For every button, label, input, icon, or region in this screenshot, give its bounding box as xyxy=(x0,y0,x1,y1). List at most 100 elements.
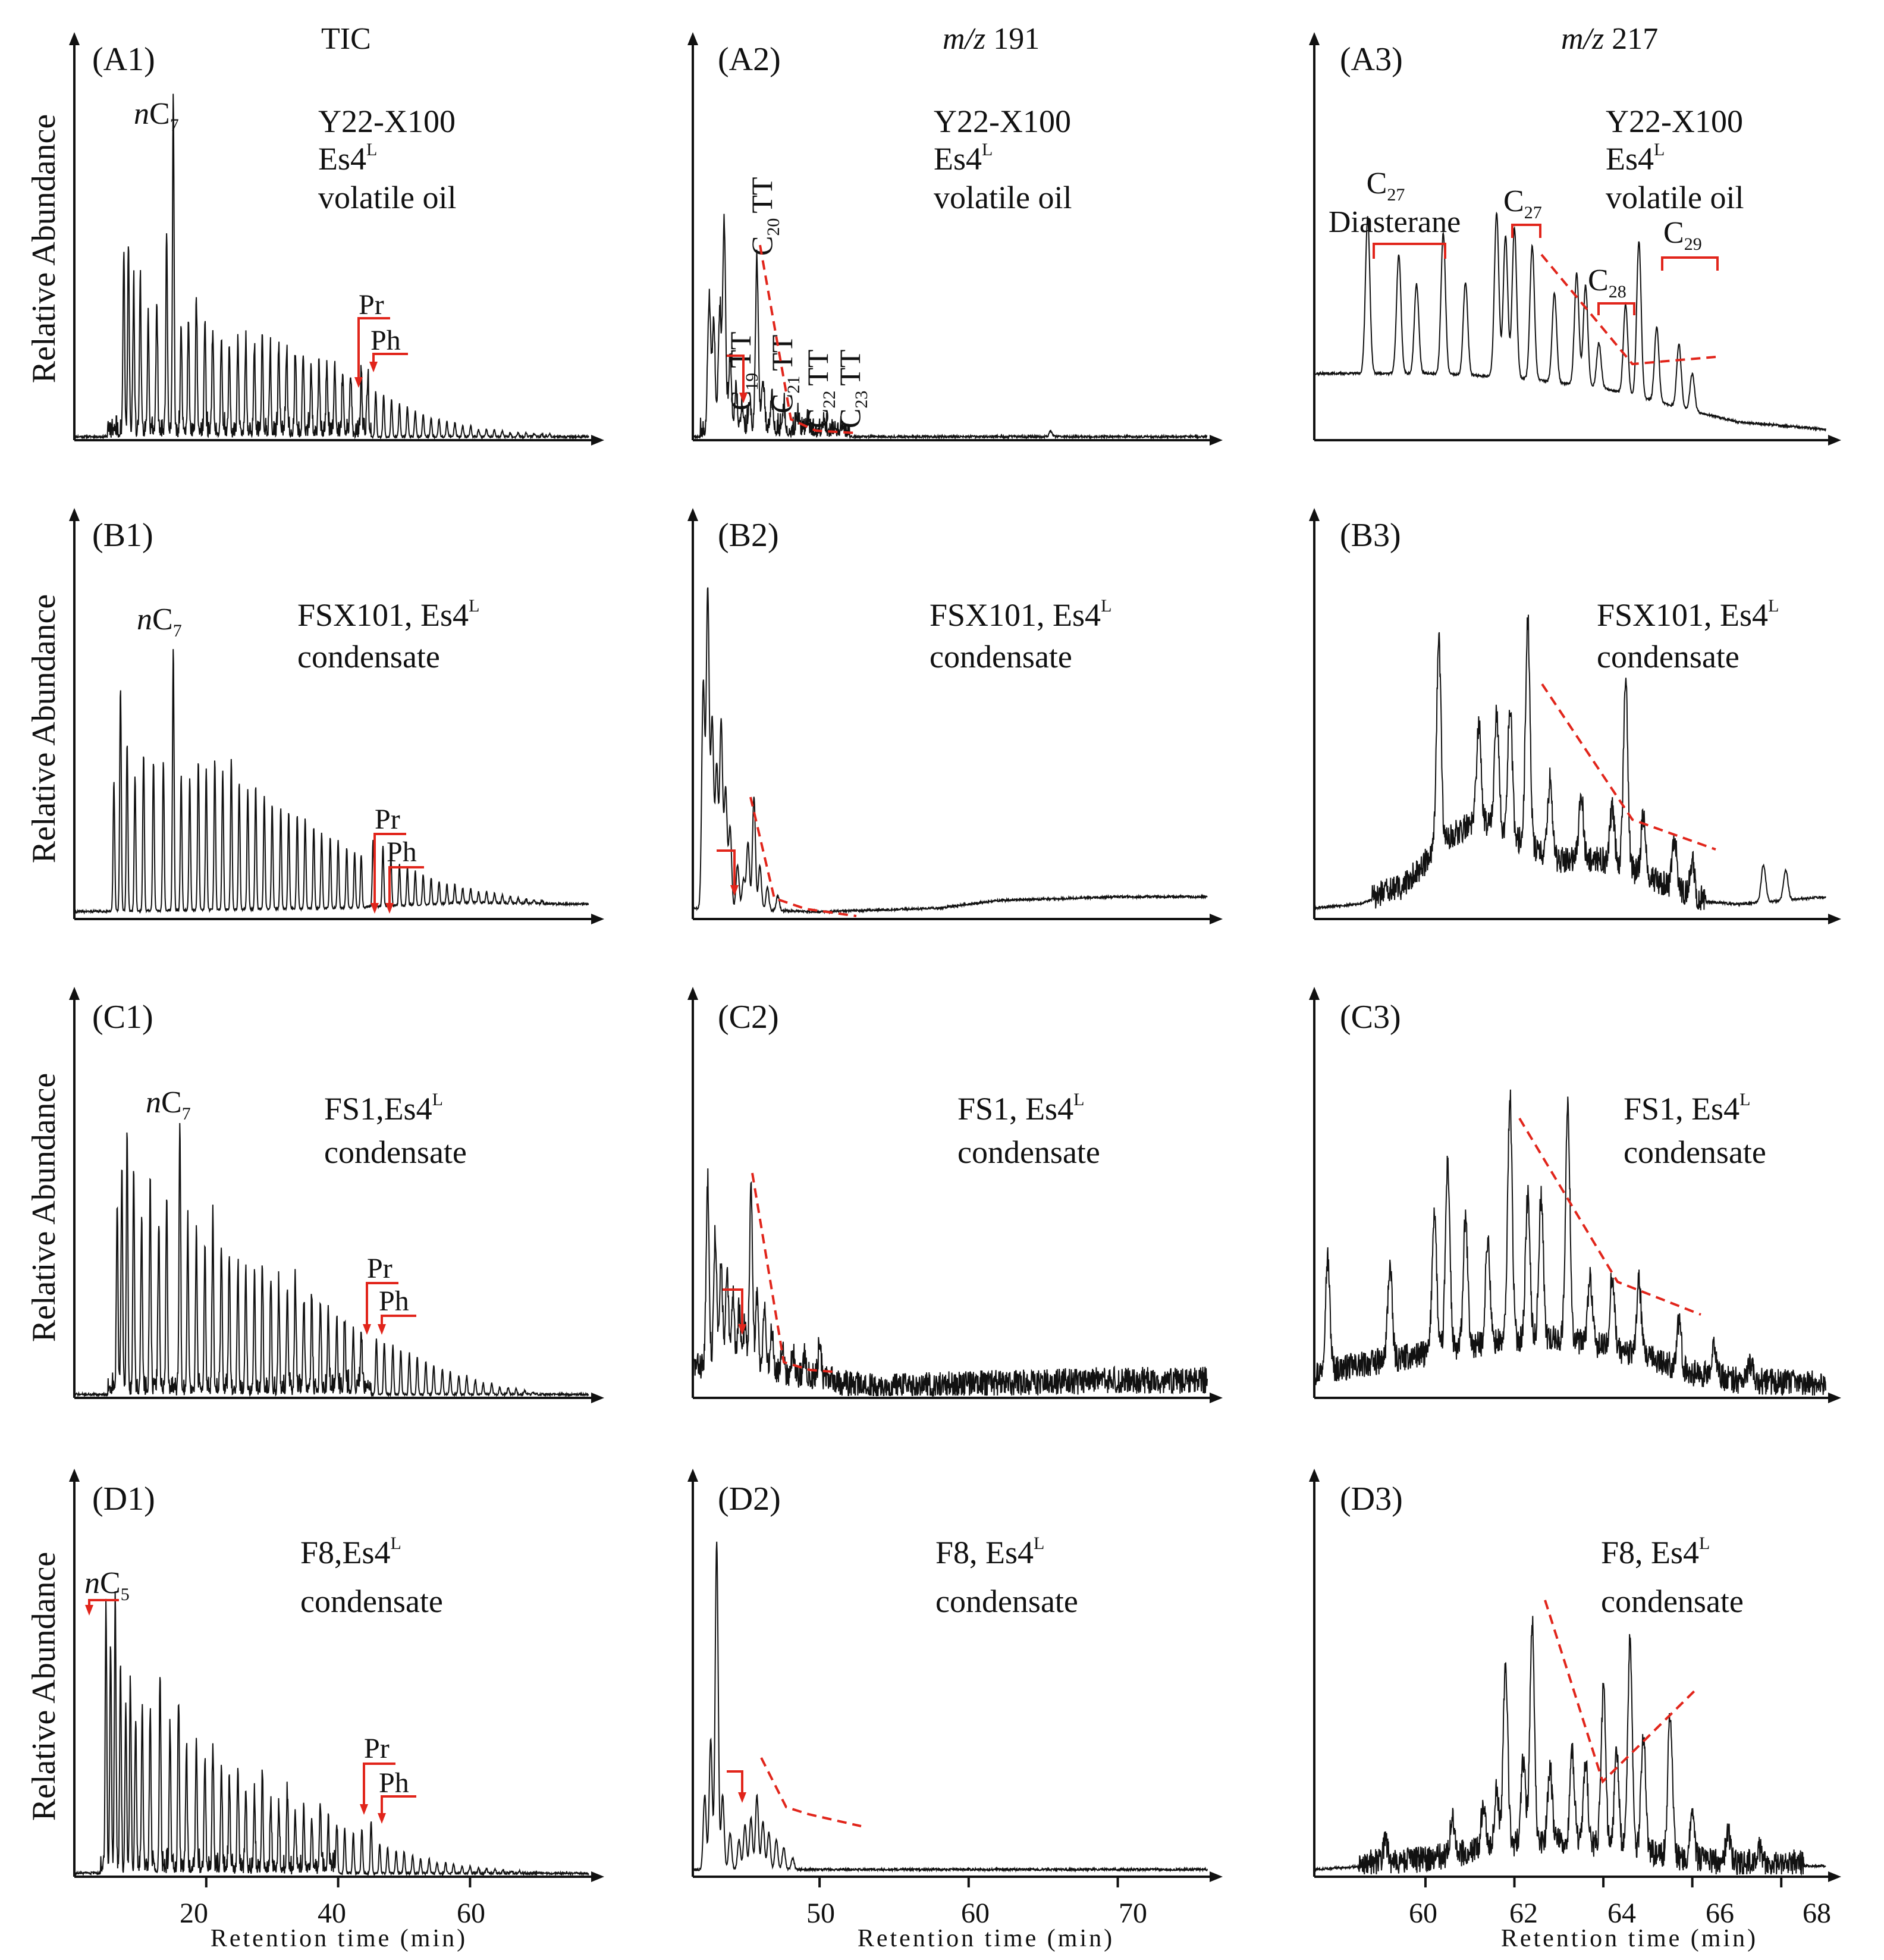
y-axis-arrow-b3 xyxy=(1309,508,1320,521)
sample-name: Y22-X100 xyxy=(934,104,1071,139)
panel-label-b3: (B3) xyxy=(1340,517,1401,554)
oil-type: volatile oil xyxy=(318,180,456,215)
ph-arrowhead-d1 xyxy=(378,1813,386,1824)
sterane-trend-d3 xyxy=(1544,1600,1696,1784)
tt-marker-c2 xyxy=(723,1288,743,1325)
trace-c1 xyxy=(74,1122,589,1398)
sample-name: FSX101, Es4L xyxy=(1597,596,1779,633)
ph-marker-b1 xyxy=(388,866,424,904)
tt-arrowhead-b2 xyxy=(730,885,739,896)
ylabel-row-c: Relative Abundance xyxy=(26,1073,62,1343)
oil-type: condensate xyxy=(297,639,440,675)
sample-annotation-c1: FS1,Es4L condensate xyxy=(324,1090,467,1170)
peak-label-ph-b1: Ph xyxy=(387,836,417,868)
trace-a1 xyxy=(74,93,589,440)
tt-trend-d2 xyxy=(760,1757,862,1827)
xlabel-col2: Retention time (min) xyxy=(858,1925,1114,1952)
tt-trend-c2 xyxy=(751,1172,833,1373)
ylabel-row-a: Relative Abundance xyxy=(26,114,62,384)
panel-label-c2: (C2) xyxy=(718,999,779,1036)
sample-name: F8, Es4L xyxy=(1601,1533,1710,1570)
bracket-c28 xyxy=(1597,302,1635,315)
label-diasterane: Diasterane xyxy=(1329,205,1461,239)
tt-trend-b2 xyxy=(749,796,857,917)
nc5-arrowhead xyxy=(85,1605,93,1616)
tick-label-col2-50: 50 xyxy=(806,1898,835,1929)
trace-d1 xyxy=(74,1591,589,1877)
trace-b1 xyxy=(74,649,589,915)
peak-label-c23tt: C23TT xyxy=(833,350,871,428)
label-c28-sterane: C28 xyxy=(1588,264,1626,302)
tick-label-col3-64: 64 xyxy=(1607,1898,1636,1929)
peak-label-ph-d1: Ph xyxy=(379,1767,409,1799)
peak-label-pr-c1: Pr xyxy=(367,1253,392,1284)
y-axis-arrow-a2 xyxy=(687,32,698,45)
peak-label-pr-a1: Pr xyxy=(359,289,384,321)
peak-label-nc7-b1: nC7 xyxy=(137,603,182,641)
sample-annotation-b1: FSX101, Es4L condensate xyxy=(297,596,479,675)
xlabel-col3: Retention time (min) xyxy=(1501,1925,1758,1952)
sample-name: F8, Es4L xyxy=(935,1533,1044,1570)
panel-label-d1: (D1) xyxy=(92,1481,155,1517)
panel-label-b2: (B2) xyxy=(718,517,779,554)
tick-label-col3-66: 66 xyxy=(1706,1898,1734,1929)
trace-b2 xyxy=(692,587,1208,915)
ylabel-row-d: Relative Abundance xyxy=(26,1552,62,1821)
sample-annotation-c3: FS1, Es4L condensate xyxy=(1624,1090,1766,1170)
bracket-c29 xyxy=(1661,256,1719,271)
sample-annotation-c2: FS1, Es4L condensate xyxy=(957,1090,1100,1170)
sample-name: F8,Es4L xyxy=(300,1533,401,1570)
oil-type: volatile oil xyxy=(1606,180,1744,215)
sample-annotation-a3: Y22-X100 Es4L volatile oil xyxy=(1606,104,1744,215)
tick-label-col2-60: 60 xyxy=(961,1898,990,1929)
y-axis-arrow-a3 xyxy=(1309,32,1320,45)
ph-marker-d1 xyxy=(381,1795,416,1814)
oil-type: condensate xyxy=(957,1134,1100,1170)
panel-label-d3: (D3) xyxy=(1340,1481,1403,1517)
pr-arrowhead-d1 xyxy=(360,1804,368,1815)
label-c27-diasterane: C27 xyxy=(1367,167,1405,205)
tt-arrowhead-a2 xyxy=(739,393,748,403)
sample-annotation-b2: FSX101, Es4L condensate xyxy=(930,596,1111,675)
y-axis-arrow-b1 xyxy=(69,508,80,521)
sample-name: FSX101, Es4L xyxy=(297,596,479,633)
label-c27-sterane: C27 xyxy=(1503,184,1542,222)
tick-label-col1-20: 20 xyxy=(180,1898,208,1929)
oil-type: condensate xyxy=(324,1134,467,1170)
ph-marker-c1 xyxy=(381,1315,416,1325)
peak-label-nc7-a1: nC7 xyxy=(134,97,179,135)
tick-label-col2-70: 70 xyxy=(1119,1898,1147,1929)
tick-label-col1-40: 40 xyxy=(318,1898,346,1929)
panel-label-b1: (B1) xyxy=(92,517,153,554)
peak-label-ph-c1: Ph xyxy=(379,1285,409,1317)
trace-a3 xyxy=(1314,211,1826,432)
sample-annotation-a1: Y22-X100 Es4L volatile oil xyxy=(318,104,456,215)
trace-d2 xyxy=(692,1541,1208,1873)
peak-label-c21tt: C21TT xyxy=(765,335,803,413)
x-axis-arrow-a1 xyxy=(591,435,604,446)
ph-arrowhead-a1 xyxy=(369,362,378,372)
pr-arrowhead-c1 xyxy=(363,1324,371,1335)
y-axis-arrow-c3 xyxy=(1309,987,1320,1000)
y-axis-arrow-b2 xyxy=(687,508,698,521)
sample-name: FSX101, Es4L xyxy=(930,596,1111,633)
peak-label-pr-d1: Pr xyxy=(364,1733,390,1764)
peak-label-pr-b1: Pr xyxy=(375,804,400,835)
ph-arrowhead-b1 xyxy=(385,903,394,914)
panel-label-c3: (C3) xyxy=(1340,999,1401,1036)
y-axis-arrow-c2 xyxy=(687,987,698,1000)
oil-type: condensate xyxy=(935,1583,1078,1619)
tt-marker-b2 xyxy=(717,849,736,886)
x-axis-arrow-b3 xyxy=(1828,914,1841,924)
y-axis-arrow-d2 xyxy=(687,1469,698,1482)
sample-annotation-d2: F8, Es4L condensate xyxy=(935,1533,1078,1619)
peak-label-nc5: nC5 xyxy=(84,1566,130,1604)
y-axis-arrow-a1 xyxy=(69,32,80,45)
oil-type: condensate xyxy=(300,1583,443,1619)
panel-label-a1: (A1) xyxy=(92,41,155,78)
panel-axes xyxy=(69,32,1841,1887)
sterane-trend-c3 xyxy=(1518,1117,1701,1316)
x-axis-arrow-c2 xyxy=(1210,1393,1223,1403)
trace-c2 xyxy=(692,1168,1208,1398)
